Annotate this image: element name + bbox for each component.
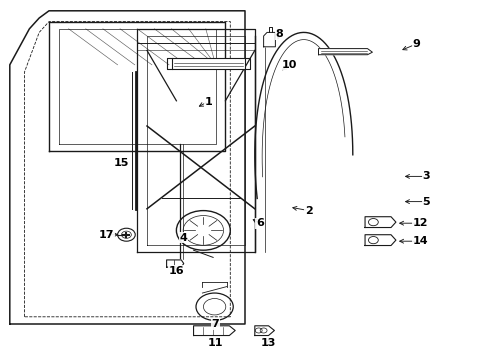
Text: 4: 4 bbox=[180, 233, 188, 243]
Polygon shape bbox=[318, 49, 372, 55]
Text: 15: 15 bbox=[114, 158, 129, 168]
FancyBboxPatch shape bbox=[172, 58, 245, 69]
Text: 16: 16 bbox=[169, 266, 184, 276]
Text: 13: 13 bbox=[261, 338, 276, 348]
Polygon shape bbox=[365, 217, 396, 228]
Polygon shape bbox=[255, 326, 274, 336]
Polygon shape bbox=[264, 32, 275, 47]
Text: 17: 17 bbox=[99, 230, 115, 240]
Text: 5: 5 bbox=[422, 197, 430, 207]
Text: 6: 6 bbox=[256, 218, 264, 228]
Text: 12: 12 bbox=[413, 218, 428, 228]
Polygon shape bbox=[194, 326, 235, 336]
Text: 1: 1 bbox=[204, 96, 212, 107]
Text: 3: 3 bbox=[422, 171, 430, 181]
Polygon shape bbox=[365, 235, 396, 246]
Text: 14: 14 bbox=[413, 236, 428, 246]
Text: 11: 11 bbox=[208, 338, 223, 348]
Text: 8: 8 bbox=[275, 29, 283, 39]
Text: 7: 7 bbox=[212, 319, 220, 329]
Text: 10: 10 bbox=[281, 60, 297, 70]
Text: 9: 9 bbox=[413, 39, 420, 49]
Polygon shape bbox=[167, 260, 184, 267]
Text: 2: 2 bbox=[305, 206, 313, 216]
